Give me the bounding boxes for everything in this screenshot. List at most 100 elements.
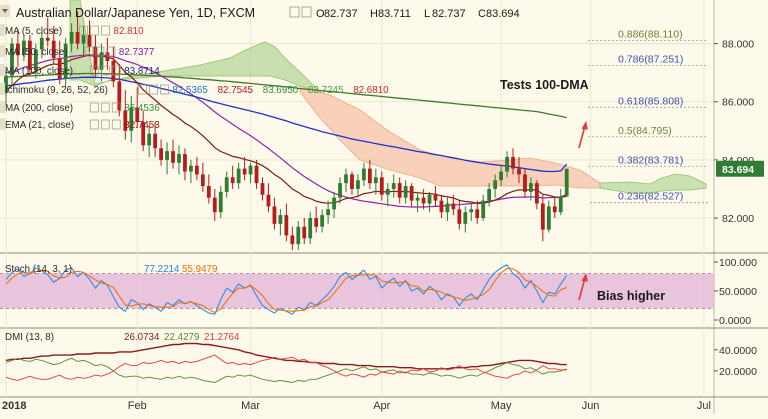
candle xyxy=(212,188,217,221)
candle xyxy=(278,209,283,236)
candle-body xyxy=(87,34,92,47)
stoch-pane: 100.000 50.0000 0.0000 xyxy=(0,257,757,327)
legend-settings-icon xyxy=(149,84,158,95)
candle xyxy=(332,191,336,219)
candle xyxy=(63,37,68,88)
candle-body xyxy=(200,174,205,187)
legend-eye-icon xyxy=(84,46,94,57)
last-price-badge xyxy=(716,160,764,177)
candle xyxy=(218,186,223,219)
candle-body xyxy=(540,203,545,230)
stoch-tick-label: 0.0000 xyxy=(719,315,751,327)
candle-body xyxy=(81,34,86,44)
legend-chip xyxy=(0,45,5,57)
stoch-legend-label: Stoch (14, 3, 1) xyxy=(5,264,72,275)
legend-value-5-0: 82.7453 xyxy=(124,120,160,131)
candle-body xyxy=(51,40,56,59)
candle-body xyxy=(248,165,253,175)
candle xyxy=(248,162,253,184)
candle xyxy=(105,37,110,70)
candle-body xyxy=(33,49,38,70)
candle xyxy=(194,156,199,181)
candle xyxy=(147,125,152,157)
candle xyxy=(165,142,169,175)
candle xyxy=(4,69,8,105)
candle-body xyxy=(99,52,104,70)
candle xyxy=(51,26,56,64)
candle-body xyxy=(117,81,122,111)
candle-body xyxy=(445,203,450,213)
candle xyxy=(200,162,205,192)
annotation-tests-100-dma: Tests 100-DMA xyxy=(500,78,589,92)
legend-close-icon xyxy=(101,25,110,36)
dmi-tick-label: 20.0000 xyxy=(719,366,757,378)
candle xyxy=(433,186,438,207)
candle xyxy=(290,226,295,250)
legend-close-icon xyxy=(111,119,121,130)
candle xyxy=(177,145,181,175)
arrow-up-price-head xyxy=(581,121,588,130)
time-tick-label: May xyxy=(491,400,512,412)
candle-body xyxy=(302,226,307,239)
candle-body xyxy=(379,177,384,195)
candle-body xyxy=(10,43,14,76)
candle-body xyxy=(505,156,509,172)
candle-body xyxy=(45,37,50,41)
candle xyxy=(117,63,122,117)
candle xyxy=(517,156,521,184)
candle xyxy=(427,191,432,213)
legend-value-2-0: 83.8714 xyxy=(124,66,160,77)
legend-chip xyxy=(0,101,5,113)
candle-body xyxy=(481,200,486,219)
stoch-tick-label: 50.0000 xyxy=(719,286,757,298)
candle-body xyxy=(451,203,456,210)
indicator-legends: MA (5, close) 82.810 MA (50, close) 82.7377… xyxy=(0,24,389,343)
dmi-pane: 40.0000 20.0000 xyxy=(5,342,757,383)
candle xyxy=(415,191,420,213)
candle-body xyxy=(409,186,414,201)
candle xyxy=(266,183,271,213)
legend-label-3: Ichimoku (9, 26, 52, 26) xyxy=(5,85,108,96)
candle-body xyxy=(320,215,325,227)
symbol-title: Australian Dollar/Japanese Yen, 1D, FXCM xyxy=(16,6,255,20)
ohlc-label-L: L xyxy=(424,8,430,20)
legend-eye-icon xyxy=(89,65,99,76)
candle xyxy=(511,148,515,175)
candle xyxy=(385,183,390,207)
candle-body xyxy=(212,197,217,213)
candle xyxy=(344,168,348,192)
settings-icon xyxy=(301,6,312,18)
candle xyxy=(451,194,456,216)
candle-body xyxy=(367,168,372,184)
time-axis[interactable]: 2018 Feb Mar Apr May Jun Jul xyxy=(2,400,711,412)
candle xyxy=(21,34,26,62)
candle-body xyxy=(224,177,229,192)
candle-body xyxy=(93,46,98,70)
candle-body xyxy=(123,110,128,131)
candlesticks xyxy=(4,11,569,250)
candle xyxy=(403,180,408,204)
candle xyxy=(469,203,474,221)
candle-body xyxy=(135,107,140,123)
candle xyxy=(338,177,342,204)
legend-value-1-0: 82.7377 xyxy=(119,47,154,58)
candle xyxy=(487,183,492,207)
candle xyxy=(362,162,366,187)
dmi-tick-label: 40.0000 xyxy=(719,345,757,357)
candle xyxy=(242,156,247,181)
candle xyxy=(552,197,557,219)
candle-body xyxy=(350,174,354,189)
time-tick-label: Jun xyxy=(582,400,600,412)
candle xyxy=(367,159,372,189)
candle-body xyxy=(242,168,247,175)
dmi-legend-plus-di: 22.4279 xyxy=(164,332,199,343)
legend-value-3-3: 82.7245 xyxy=(308,85,344,96)
candle-body xyxy=(278,215,283,224)
chart-grid xyxy=(0,0,714,397)
candle xyxy=(284,203,289,242)
candle-body xyxy=(21,40,26,56)
ichimoku-cloud-future xyxy=(599,173,707,194)
candle xyxy=(272,197,277,230)
